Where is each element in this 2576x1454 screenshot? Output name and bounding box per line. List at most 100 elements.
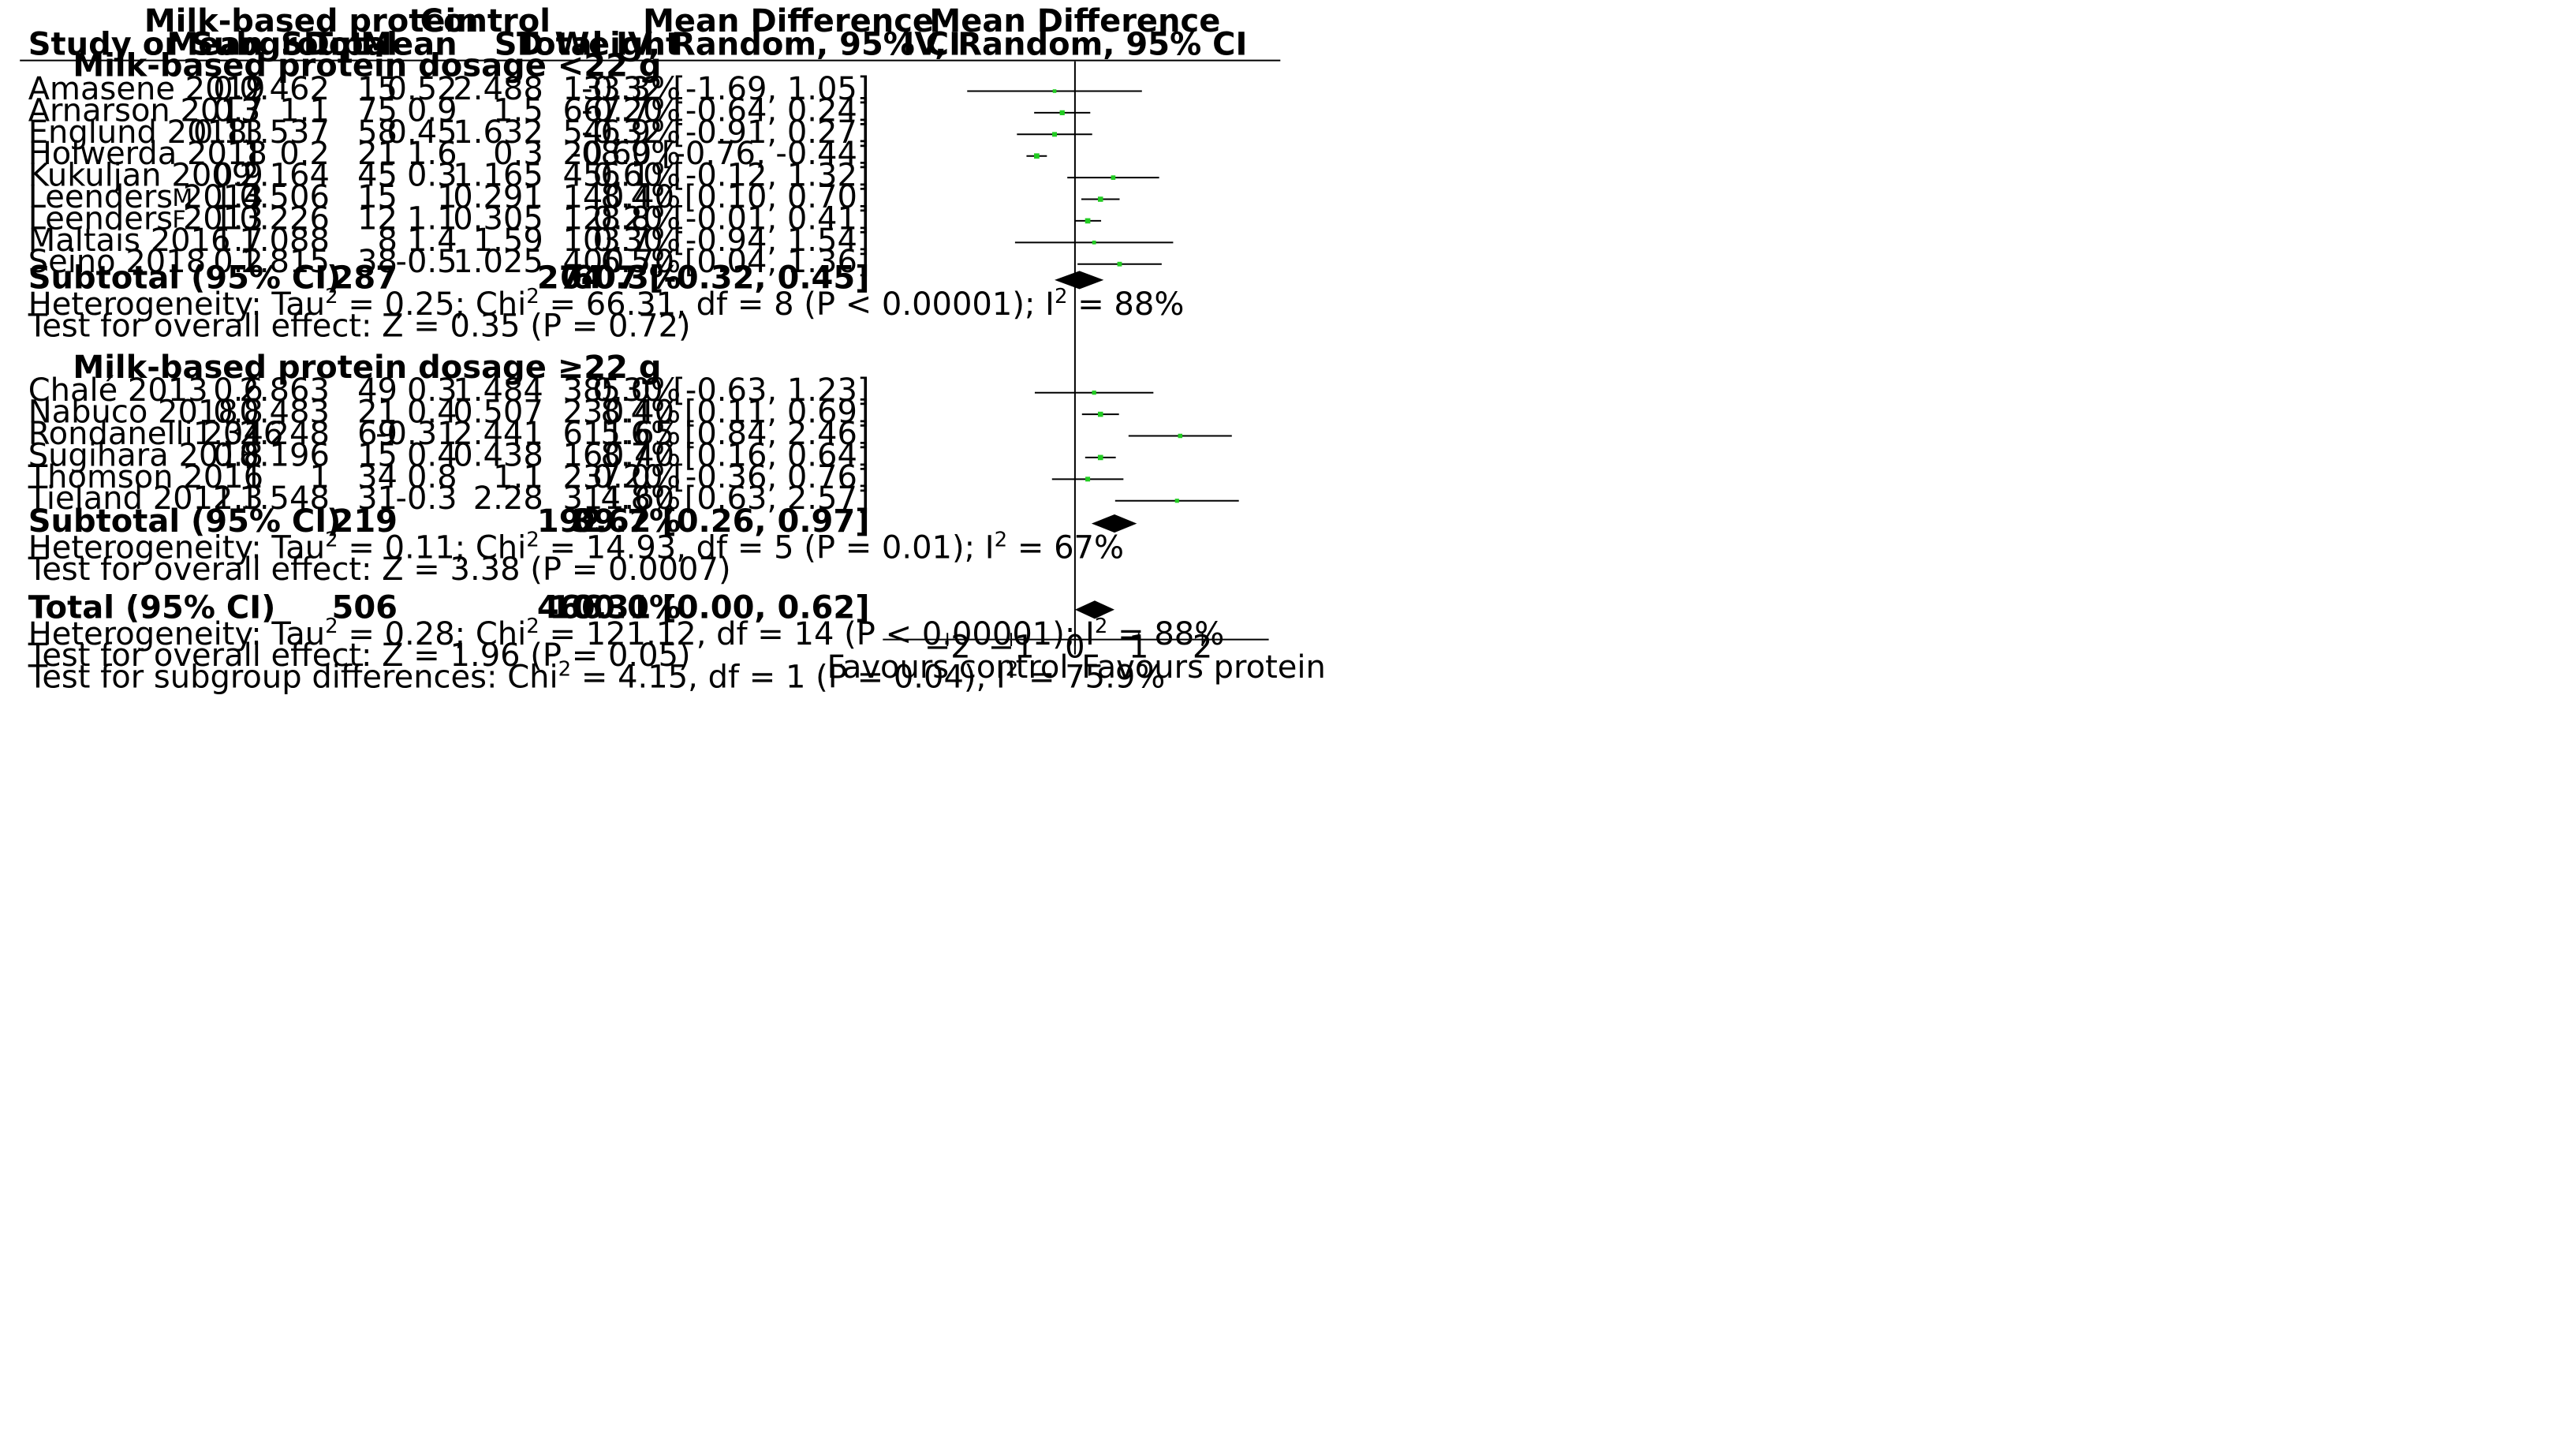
study-weight: 8.9% <box>600 136 681 172</box>
header-exp-total: Total <box>312 26 398 62</box>
study-name: Nabuco 2018 <box>28 394 238 431</box>
study-ctl-mean: 0.8 <box>407 459 457 495</box>
study-ctl-total: 61 <box>562 416 603 452</box>
subgroup-overall-effect: Test for overall effect: Z = 0.35 (P = 0… <box>28 308 691 344</box>
study-weight: 6.5% <box>600 244 681 280</box>
study-name: Leenders 2013 <box>28 200 263 237</box>
study-ctl-mean: 0.52 <box>387 71 457 107</box>
study-weight: 3.3% <box>600 71 681 107</box>
total-heterogeneity: Heterogeneity: Tau2 = 0.28; Chi2 = 121.1… <box>28 615 1225 652</box>
study-ctl-mean: -0.5 <box>396 244 457 280</box>
study-ctl-sd: 1.1 <box>493 459 543 495</box>
study-weight: 5.6% <box>600 416 681 452</box>
study-point <box>1174 499 1179 503</box>
study-ci: -0.60 [-0.76, -0.44] <box>570 136 870 172</box>
study-ctl-mean: 0.45 <box>387 114 457 151</box>
study-ctl-total: 66 <box>562 92 603 129</box>
study-ci: 0.40 [0.11, 0.69] <box>604 394 870 431</box>
study-name: Rondanelli 2016 <box>28 416 284 452</box>
study-point <box>1097 454 1103 461</box>
study-name: Arnarson 2013 <box>28 92 261 129</box>
study-point <box>1052 89 1057 93</box>
study-ctl-mean: 1 <box>437 179 457 215</box>
study-ctl-total: 40 <box>562 244 603 280</box>
study-name: Kukuljan 2009 <box>28 158 252 194</box>
header-md-line1: Mean Difference <box>643 3 934 39</box>
subtotal-ci: 0.07 [-0.32, 0.45] <box>560 260 869 296</box>
study-ctl-total: 20 <box>562 136 603 172</box>
study-name: Seino 2018 <box>28 244 206 280</box>
total-weight: 100.0% <box>549 589 681 626</box>
study-point <box>1178 433 1183 439</box>
subtotal-ctl-total: 274 <box>537 260 603 296</box>
study-exp-mean: 0.8 <box>213 394 263 431</box>
study-exp-sd: 0.226 <box>239 200 330 237</box>
study-exp-total: 31 <box>357 480 398 517</box>
study-ctl-mean: 1.1 <box>407 200 457 237</box>
subtotal-exp-total: 287 <box>332 260 398 296</box>
favours-control-label: Favours control <box>827 649 1069 686</box>
study-ci: 0.40 [0.16, 0.64] <box>604 437 870 473</box>
study-point <box>1111 175 1116 180</box>
study-ctl-sd: 0.305 <box>453 200 543 237</box>
header-plot-line1: Mean Difference <box>929 3 1220 39</box>
study-ctl-sd: 1.5 <box>493 92 543 129</box>
study-exp-sd: 1.537 <box>239 114 330 151</box>
subgroup-overall-effect: Test for overall effect: Z = 3.38 (P = 0… <box>28 551 731 588</box>
study-exp-sd: 0.506 <box>239 179 330 215</box>
header-weight: Weight <box>554 26 681 62</box>
study-exp-mean: 0.2 <box>213 244 263 280</box>
study-exp-sd: 1.548 <box>239 480 330 517</box>
study-exp-sd: 1.088 <box>239 222 330 259</box>
study-ci: 1.60 [0.63, 2.57] <box>604 480 870 517</box>
study-ctl-mean: 1.6 <box>407 136 457 172</box>
subtotal-weight: 39.7% <box>571 503 681 540</box>
study-exp-mean: 0.7 <box>213 92 263 129</box>
study-point <box>1034 153 1040 159</box>
study-name: Tieland 2012 <box>28 480 233 517</box>
header-plot-line2: IV, Random, 95% CI <box>902 26 1247 62</box>
study-exp-mean: 1.4 <box>213 179 263 215</box>
study-exp-total: 45 <box>357 158 398 194</box>
header-ctl-mean: Mean <box>360 26 457 62</box>
study-exp-sd: 1.1 <box>279 92 330 129</box>
study-point <box>1052 132 1058 137</box>
study-ctl-total: 54 <box>562 114 603 151</box>
study-exp-total: 58 <box>357 114 398 151</box>
x-tick-label: 1 <box>1129 630 1148 666</box>
study-exp-sd: 2.863 <box>239 372 330 409</box>
study-name: Englund 2018 <box>28 114 248 151</box>
subtotal-ctl-total: 192 <box>537 503 603 540</box>
study-exp-mean: 0.13 <box>193 114 263 151</box>
study-weight: 7.0% <box>600 459 681 495</box>
subgroup-differences: Test for subgroup differences: Chi2 = 4.… <box>28 658 1166 696</box>
study-marker: M <box>172 185 192 212</box>
study-point <box>1117 261 1122 267</box>
study-weight: 6.1% <box>600 158 681 194</box>
study-weight: 8.8% <box>600 200 681 237</box>
study-exp-mean: 1.3 <box>213 480 263 517</box>
study-ci: 0.20 [-0.36, 0.76] <box>593 459 870 495</box>
total-overall-effect: Test for overall effect: Z = 1.96 (P = 0… <box>28 637 691 674</box>
study-name: Chalé 2013 <box>28 372 208 409</box>
study-name: Leenders 2013 <box>28 179 263 215</box>
study-weight: 3.7% <box>600 222 681 259</box>
study-point <box>1097 411 1103 417</box>
study-ctl-total: 14 <box>562 179 603 215</box>
subtotal-label: Subtotal (95% CI) <box>28 503 342 540</box>
study-ctl-mean: 0.4 <box>407 437 457 473</box>
study-ci: 0.30 [-0.63, 1.23] <box>593 372 870 409</box>
study-ctl-mean: -0.3 <box>396 480 457 517</box>
study-point <box>1092 240 1096 245</box>
study-ctl-total: 38 <box>562 372 603 409</box>
subgroup-heterogeneity: Heterogeneity: Tau2 = 0.25; Chi2 = 66.31… <box>28 285 1185 323</box>
study-ctl-sd: 2.28 <box>473 480 543 517</box>
study-ctl-mean: 0.9 <box>407 92 457 129</box>
study-ci: 0.20 [-0.01, 0.41] <box>593 200 870 237</box>
subtotal-ci: 0.62 [0.26, 0.97] <box>573 503 870 540</box>
study-weight: 7.7% <box>600 92 681 129</box>
study-ci: 0.70 [0.04, 1.36] <box>604 244 870 280</box>
study-exp-mean: 0.6 <box>213 372 263 409</box>
study-exp-total: 38 <box>357 244 398 280</box>
study-exp-sd: 2.248 <box>239 416 330 452</box>
